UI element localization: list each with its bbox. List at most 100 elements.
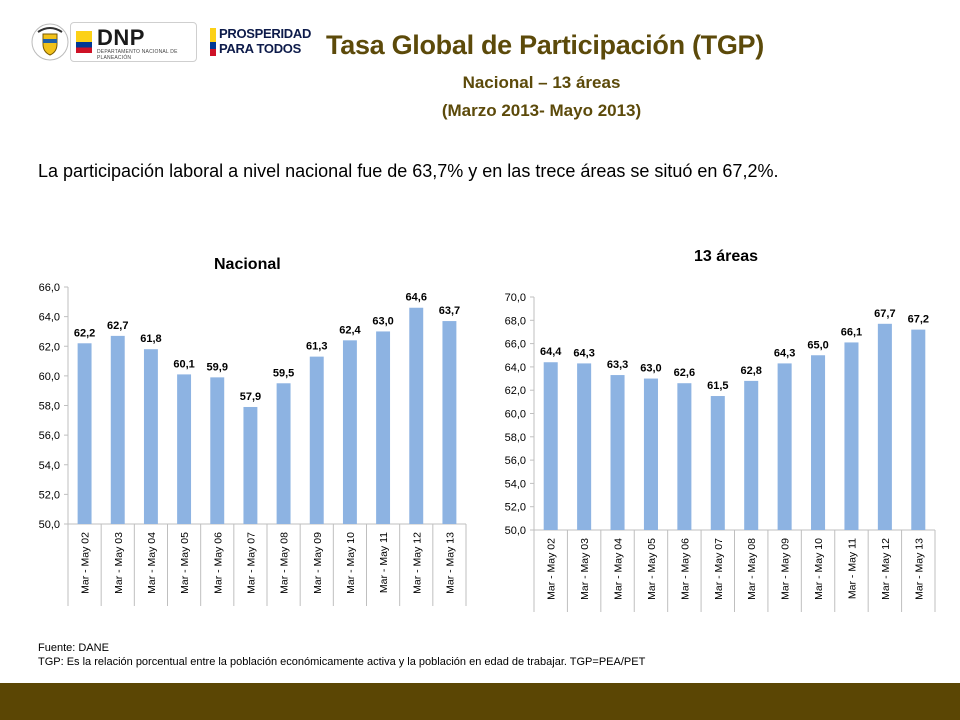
x-category-label: Mar - May 13 [913, 538, 925, 600]
footer-source: Fuente: DANE [38, 642, 109, 654]
bar-value-label: 59,5 [273, 367, 294, 379]
y-tick-label: 64,0 [505, 362, 526, 374]
bar-value-label: 59,9 [207, 361, 228, 373]
bar [844, 342, 859, 530]
y-tick-label: 50,0 [505, 525, 526, 537]
x-category-label: Mar - May 11 [846, 538, 858, 599]
x-category-label: Mar - May 04 [613, 538, 625, 600]
x-category-label: Mar - May 02 [80, 532, 92, 594]
page-title: Tasa Global de Participación (TGP) [326, 30, 764, 60]
y-tick-label: 64,0 [39, 312, 60, 324]
y-tick-label: 54,0 [505, 478, 526, 490]
y-tick-label: 50,0 [39, 519, 60, 531]
bar [543, 362, 558, 530]
bar-value-label: 67,7 [874, 308, 895, 320]
y-tick-label: 58,0 [39, 401, 60, 413]
dnp-logo: DNP DEPARTAMENTO NACIONAL DE PLANEACIÓN [70, 22, 197, 62]
y-tick-label: 60,0 [505, 409, 526, 421]
dnp-logo-text: DNP [97, 25, 145, 50]
intro-paragraph: La participación laboral a nivel naciona… [38, 161, 779, 181]
bar [210, 377, 225, 524]
chart-nacional: 50,0 52,0 54,0 56,0 58,0 60,0 62,0 64,0 66,0 62,2… [39, 282, 467, 606]
bar [577, 363, 592, 530]
y-tick-label: 52,0 [505, 502, 526, 514]
x-category-label: Mar - May 05 [179, 532, 191, 594]
bar-value-label: 62,4 [339, 324, 361, 336]
bar-value-label: 63,0 [372, 315, 393, 327]
chart-title-nacional: Nacional [214, 256, 281, 273]
x-category-label: Mar - May 03 [113, 532, 125, 594]
x-category-label: Mar - May 06 [679, 538, 691, 600]
page-period: (Marzo 2013- Mayo 2013) [441, 101, 642, 120]
x-category-label: Mar - May 04 [146, 532, 158, 594]
x-category-label: Mar - May 02 [546, 538, 558, 600]
x-category-label: Mar - May 03 [579, 538, 591, 600]
x-category-label: Mar - May 10 [345, 532, 357, 594]
bar [610, 375, 625, 530]
bar-value-label: 65,0 [807, 339, 828, 351]
bar [342, 340, 357, 524]
bar [877, 323, 892, 530]
y-tick-label: 70,0 [505, 292, 526, 304]
bar [143, 349, 158, 524]
bar-value-label: 62,7 [107, 320, 128, 332]
colombia-flag-icon [76, 31, 92, 53]
bar [710, 396, 725, 530]
prosperidad-line1: PROSPERIDAD [219, 26, 312, 41]
bar [177, 374, 192, 524]
bar-value-label: 64,3 [774, 347, 795, 359]
page-subtitle: Nacional – 13 áreas [462, 73, 621, 92]
y-tick-label: 66,0 [39, 282, 60, 294]
bar-value-label: 60,1 [173, 358, 194, 370]
bar-value-label: 67,2 [908, 314, 929, 326]
y-tick-label: 54,0 [39, 460, 60, 472]
x-category-label: Mar - May 07 [713, 538, 725, 600]
bar [911, 329, 926, 530]
bar [643, 378, 658, 530]
y-tick-label: 60,0 [39, 371, 60, 383]
flag-stripe-icon [210, 28, 216, 56]
bar-value-label: 64,6 [406, 292, 427, 304]
y-tick-label: 62,0 [39, 341, 60, 353]
bar [77, 343, 92, 524]
chart-title-13-areas: 13 áreas [694, 248, 759, 265]
y-tick-label: 56,0 [505, 455, 526, 467]
y-tick-label: 66,0 [505, 339, 526, 351]
x-category-label: Mar - May 05 [646, 538, 658, 600]
x-category-label: Mar - May 06 [212, 532, 224, 594]
y-tick-label: 62,0 [505, 385, 526, 397]
prosperidad-line2: PARA TODOS [219, 41, 301, 56]
x-category-label: Mar - May 09 [312, 532, 324, 594]
x-category-label: Mar - May 11 [378, 532, 390, 593]
y-tick-label: 58,0 [505, 432, 526, 444]
bar [744, 380, 759, 530]
bar [110, 335, 125, 524]
bar [243, 406, 258, 524]
x-category-label: Mar - May 09 [780, 538, 792, 600]
bar-value-label: 64,4 [540, 346, 562, 358]
bottom-bar [0, 683, 960, 720]
bar [777, 363, 792, 530]
x-category-label: Mar - May 12 [880, 538, 892, 600]
bar-value-label: 57,9 [240, 391, 261, 403]
x-category-label: Mar - May 10 [813, 538, 825, 600]
chart-13-areas: 50,0 52,0 54,0 56,0 58,0 60,0 62,0 64,0 66,0 68,0… [505, 292, 936, 612]
bar [442, 321, 457, 524]
bar-value-label: 63,0 [640, 363, 661, 375]
bar [677, 383, 692, 530]
footer-note: TGP: Es la relación porcentual entre la … [38, 656, 646, 668]
bar-value-label: 61,3 [306, 341, 327, 353]
x-category-label: Mar - May 12 [411, 532, 423, 594]
x-category-label: Mar - May 07 [245, 532, 257, 594]
bar-value-label: 62,8 [740, 365, 761, 377]
bar [811, 355, 826, 530]
footer: Fuente: DANE TGP: Es la relación porcent… [38, 641, 645, 669]
bar-value-label: 64,3 [573, 347, 594, 359]
bar-value-label: 63,3 [607, 359, 628, 371]
x-category-label: Mar - May 08 [746, 538, 758, 600]
x-category-label: Mar - May 13 [444, 532, 456, 594]
colombia-coat-of-arms-icon [31, 23, 69, 61]
bar [376, 331, 391, 524]
bar-value-label: 61,5 [707, 380, 728, 392]
y-tick-label: 56,0 [39, 430, 60, 442]
